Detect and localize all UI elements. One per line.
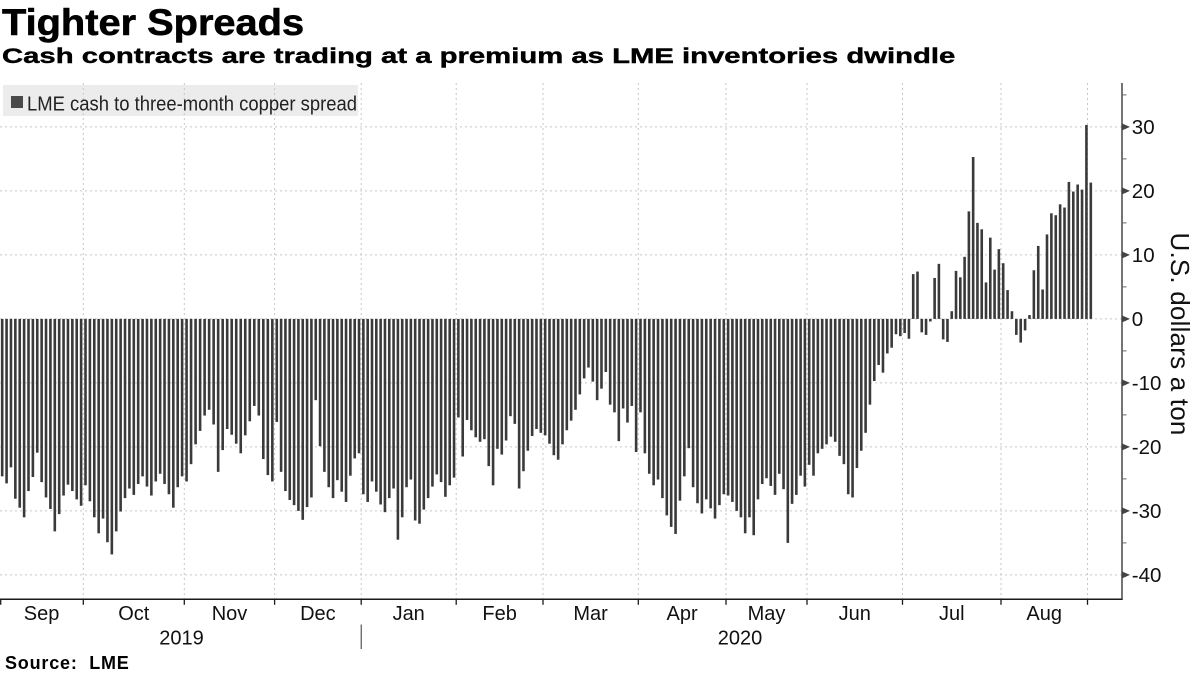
svg-text:Aug: Aug bbox=[1026, 603, 1062, 625]
svg-text:-30: -30 bbox=[1132, 500, 1162, 523]
svg-text:20: 20 bbox=[1132, 180, 1155, 203]
svg-text:10: 10 bbox=[1132, 244, 1155, 267]
svg-text:Nov: Nov bbox=[212, 603, 248, 625]
svg-text:-20: -20 bbox=[1132, 436, 1162, 459]
svg-text:Jul: Jul bbox=[939, 603, 965, 625]
svg-text:May: May bbox=[748, 603, 786, 625]
svg-text:2020: 2020 bbox=[718, 628, 763, 650]
svg-text:LME cash to three-month copper: LME cash to three-month copper spread bbox=[27, 94, 357, 116]
svg-text:Apr: Apr bbox=[667, 603, 698, 625]
svg-text:Feb: Feb bbox=[482, 603, 516, 625]
svg-text:0: 0 bbox=[1132, 308, 1143, 331]
svg-text:-10: -10 bbox=[1132, 372, 1162, 395]
svg-text:Sep: Sep bbox=[24, 603, 60, 625]
svg-text:Dec: Dec bbox=[300, 603, 336, 625]
svg-text:30: 30 bbox=[1132, 116, 1155, 139]
svg-text:-40: -40 bbox=[1132, 564, 1162, 587]
svg-text:Jan: Jan bbox=[393, 603, 425, 625]
svg-text:Mar: Mar bbox=[573, 603, 608, 625]
svg-text:Oct: Oct bbox=[118, 603, 150, 625]
svg-text:2019: 2019 bbox=[159, 628, 204, 650]
svg-text:Jun: Jun bbox=[839, 603, 871, 625]
svg-text:U.S. dollars a ton: U.S. dollars a ton bbox=[1165, 232, 1195, 435]
